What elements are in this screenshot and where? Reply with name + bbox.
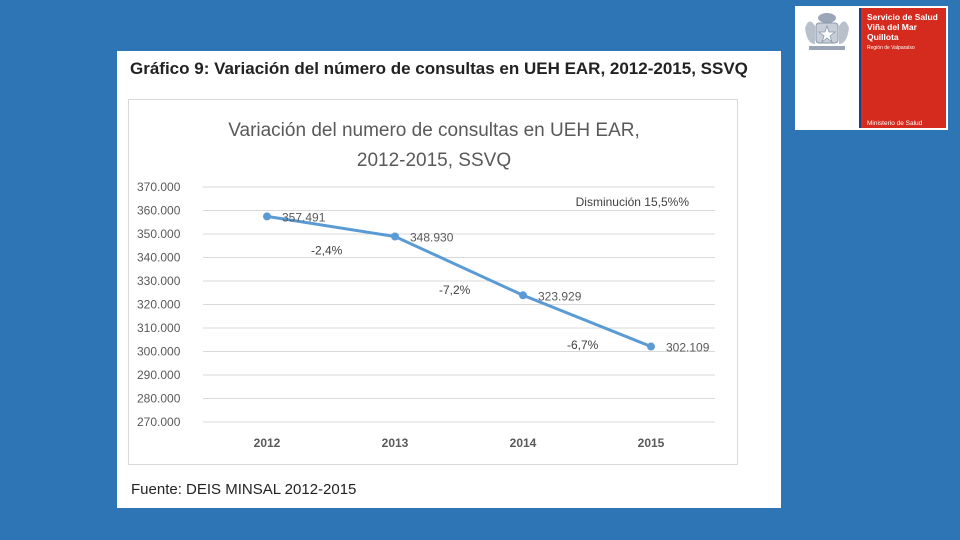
data-point xyxy=(391,232,399,241)
org-name-line-2: Viña del Mar xyxy=(867,22,917,32)
logo-blue-strip xyxy=(859,8,861,128)
figure-heading: Gráfico 9: Variación del número de consu… xyxy=(130,59,748,78)
y-tick-label: 350.000 xyxy=(137,227,181,241)
y-tick-label: 340.000 xyxy=(137,251,181,265)
data-point xyxy=(647,342,655,351)
org-region: Región de Valparaíso xyxy=(867,45,915,51)
coat-of-arms-icon xyxy=(805,13,849,50)
change-label: -6,7% xyxy=(567,338,599,352)
source-note: Fuente: DEIS MINSAL 2012-2015 xyxy=(131,481,357,498)
x-tick-label: 2015 xyxy=(638,436,665,450)
chart-title-line-1: Variación del numero de consultas en UEH… xyxy=(228,120,640,141)
line-chart: Variación del numero de consultas en UEH… xyxy=(137,120,715,450)
y-tick-label: 270.000 xyxy=(137,415,181,429)
data-label: 348.930 xyxy=(410,231,454,245)
series-line xyxy=(266,214,652,348)
y-tick-label: 290.000 xyxy=(137,368,181,382)
logo-red-panel xyxy=(859,8,946,128)
summary-annotation: Disminución 15,5%% xyxy=(576,195,690,209)
y-tick-label: 310.000 xyxy=(137,321,181,335)
org-name-line-3: Quillota xyxy=(867,32,899,42)
y-tick-label: 300.000 xyxy=(137,345,181,359)
y-tick-label: 360.000 xyxy=(137,204,181,218)
y-tick-label: 370.000 xyxy=(137,180,181,194)
x-tick-label: 2014 xyxy=(510,436,537,450)
chart-frame: Variación del numero de consultas en UEH… xyxy=(128,99,738,465)
data-label: 357.491 xyxy=(282,210,326,224)
change-label: -2,4% xyxy=(311,243,343,257)
data-point xyxy=(263,212,271,221)
x-tick-label: 2012 xyxy=(254,436,281,450)
chart-card: Gráfico 9: Variación del número de consu… xyxy=(117,51,781,508)
change-label: -7,2% xyxy=(439,283,471,297)
institution-logo: Servicio de Salud Viña del Mar Quillota … xyxy=(795,6,948,130)
x-tick-label: 2013 xyxy=(382,436,409,450)
data-point xyxy=(519,291,527,300)
data-label: 323.929 xyxy=(538,289,582,303)
data-label: 302.109 xyxy=(666,341,710,355)
org-name-line-1: Servicio de Salud xyxy=(867,12,938,22)
y-tick-label: 280.000 xyxy=(137,392,181,406)
chart-title-line-2: 2012-2015, SSVQ xyxy=(357,150,511,171)
y-tick-label: 330.000 xyxy=(137,274,181,288)
y-tick-label: 320.000 xyxy=(137,298,181,312)
org-ministry: Ministerio de Salud xyxy=(867,120,923,127)
